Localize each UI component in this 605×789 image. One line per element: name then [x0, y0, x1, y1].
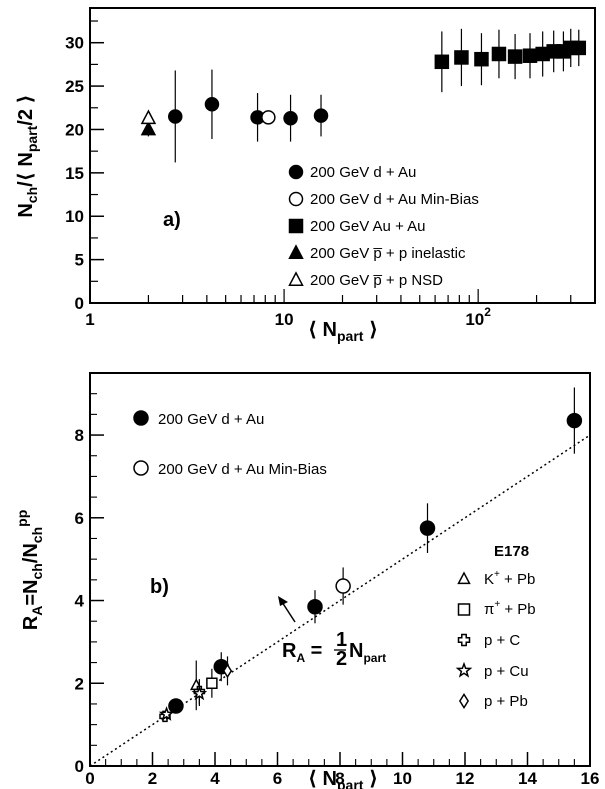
legend-b-marker-1: [133, 460, 149, 476]
legend-b-item-0: 200 GeV d + Au: [158, 411, 264, 428]
b-xtick-label: 10: [393, 769, 412, 788]
b-point-s6-p0: [222, 663, 233, 679]
svg-text:1: 1: [336, 629, 347, 651]
b-point-s3-p0: [206, 677, 218, 690]
legend-b-item-2: K+ + Pb: [484, 569, 535, 588]
experiment-label: E178: [494, 543, 529, 560]
legend-b-marker-5: [455, 661, 473, 678]
svg-text:2: 2: [336, 648, 347, 670]
legend-a-item-0: 200 GeV d + Au: [310, 164, 416, 181]
legend-a-item-4: 200 GeV p̅ + p NSD: [310, 272, 443, 289]
legend-b-item-6: p + Pb: [484, 693, 528, 710]
legend-b-marker-6: [458, 692, 470, 710]
legend-b-marker-3: [457, 603, 471, 616]
legend-b-marker-4: [457, 633, 471, 647]
panel-a-ylabel: Nch/⟨ Npart/2 ⟩: [15, 94, 40, 217]
a-point-s2-p2: [474, 51, 489, 67]
a-ytick-label: 10: [65, 207, 84, 226]
a-point-s2-p10: [571, 40, 587, 56]
b-xtick-label: 6: [273, 769, 282, 788]
a-ytick-label: 20: [65, 120, 84, 139]
a-point-s2-p1: [454, 50, 469, 65]
legend-b-item-5: p + Cu: [484, 663, 529, 680]
legend-a-marker-2: [288, 218, 304, 234]
b-point-s5-p0: [158, 706, 175, 721]
legend-a-item-3: 200 GeV p̅ + p inelastic: [310, 245, 466, 262]
a-point-s0-p4: [313, 108, 329, 123]
a-ytick-label: 5: [75, 251, 84, 270]
a-ytick-label: 25: [65, 77, 84, 96]
b-ytick-label: 2: [75, 674, 84, 693]
legend-b-item-3: π+ + Pb: [484, 599, 536, 618]
b-xtick-label: 2: [148, 769, 157, 788]
a-ytick-label: 30: [65, 34, 84, 53]
a-point-s2-p3: [491, 46, 507, 62]
b-point-s0-p0: [168, 698, 184, 714]
legend-b-item-1: 200 GeV d + Au Min-Bias: [158, 461, 327, 478]
b-xtick-label: 8: [335, 769, 344, 788]
a-xtick-label: 102: [465, 305, 491, 329]
b-ytick-label: 8: [75, 426, 84, 445]
panel-b-label: b): [150, 576, 169, 598]
b-point-s0-p4: [566, 412, 583, 429]
panel-a-label: a): [163, 209, 181, 231]
b-ytick-label: 4: [75, 592, 85, 611]
ra-annotation: RA = 1 2 Npart: [278, 596, 386, 670]
legend-a-marker-1: [288, 191, 304, 207]
panel-a-xlabel: ⟨ Npart ⟩: [308, 319, 378, 344]
b-point-s1-p0: [335, 578, 351, 594]
b-point-s5-p1: [191, 685, 208, 701]
legend-a-marker-4: [288, 271, 304, 286]
a-ytick-label: 15: [65, 164, 84, 183]
panel-b-legend: 200 GeV d + Au 200 GeV d + Au Min-Bias E…: [133, 410, 536, 710]
b-xtick-label: 12: [456, 769, 475, 788]
svg-text:RA =: RA =: [282, 640, 322, 665]
b-xtick-label: 4: [210, 769, 220, 788]
legend-a-marker-0: [288, 164, 304, 180]
a-point-s4-p0: [140, 109, 157, 125]
legend-a-item-1: 200 GeV d + Au Min-Bias: [310, 191, 479, 208]
a-point-s2-p4: [507, 49, 523, 64]
a-point-s3-p0: [140, 120, 157, 136]
b-xtick-label: 0: [85, 769, 94, 788]
panel-b-ylabel: RA=Nch/Nchpp: [14, 510, 45, 631]
legend-b-marker-2: [457, 571, 471, 585]
a-point-s0-p0: [168, 109, 183, 124]
b-ytick-label: 0: [75, 757, 84, 776]
a-point-s2-p5: [522, 48, 538, 63]
b-xtick-label: 16: [581, 769, 600, 788]
a-point-s0-p1: [204, 97, 220, 112]
a-xtick-label: 1: [85, 310, 94, 329]
b-ytick-label: 6: [75, 509, 84, 528]
panel-a: 0 5 10 15 20 25 30 1 10 102 200 GeV d + Au 200 G…: [15, 7, 596, 344]
b-xtick-label: 14: [518, 769, 537, 788]
panel-a-legend: 200 GeV d + Au 200 GeV d + Au Min-Bias 2…: [288, 164, 479, 289]
a-point-s2-p0: [434, 54, 450, 70]
legend-a-item-2: 200 GeV Au + Au: [310, 218, 426, 235]
svg-text:Npart: Npart: [349, 640, 386, 665]
a-xtick-label: 10: [275, 310, 294, 329]
legend-a-marker-3: [288, 244, 304, 259]
a-point-s0-p3: [283, 110, 298, 126]
a-point-s1-p0: [261, 110, 276, 125]
legend-b-item-4: p + C: [484, 632, 520, 649]
b-point-s0-p3: [419, 520, 436, 536]
legend-b-marker-0: [133, 410, 149, 426]
b-point-s0-p2: [307, 598, 323, 615]
a-ytick-label: 0: [75, 294, 84, 313]
